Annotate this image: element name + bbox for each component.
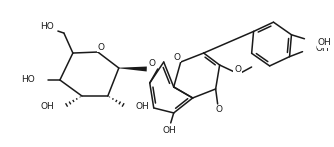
Text: OH: OH bbox=[163, 126, 177, 135]
Text: OH: OH bbox=[40, 102, 54, 111]
Text: O: O bbox=[148, 59, 155, 67]
Text: OH: OH bbox=[317, 38, 331, 47]
Text: O: O bbox=[234, 65, 241, 74]
Text: O: O bbox=[173, 52, 180, 62]
Text: HO: HO bbox=[40, 22, 54, 31]
Text: O: O bbox=[97, 42, 104, 52]
Polygon shape bbox=[119, 66, 147, 71]
Text: OH: OH bbox=[136, 102, 150, 111]
Text: O: O bbox=[215, 105, 222, 115]
Text: HO: HO bbox=[21, 76, 35, 85]
Text: OH: OH bbox=[316, 44, 329, 53]
